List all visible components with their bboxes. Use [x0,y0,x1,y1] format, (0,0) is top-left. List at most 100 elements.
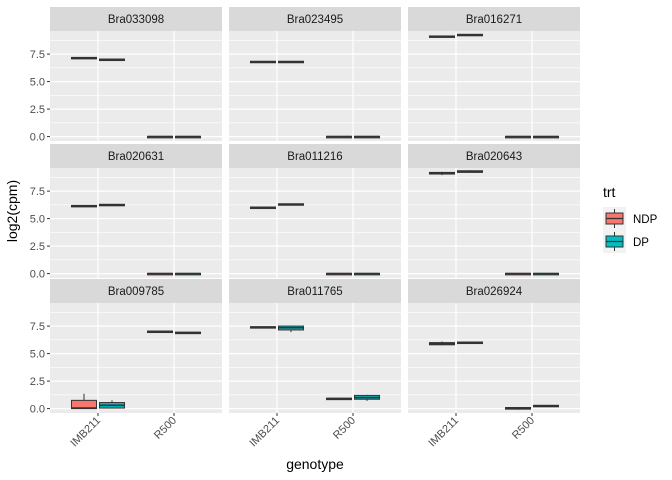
facet-title: Bra033098 [108,14,164,26]
y-tick-label: 2.5 [30,104,45,116]
y-tick-label: 2.5 [30,241,45,253]
y-axis-title: log2(cpm) [4,180,20,242]
facet-panel: Bra033098 [50,7,222,141]
box-R500-DP [354,394,381,401]
facet-panel: Bra009785 [50,279,222,413]
box-IMB211-NDP [428,171,455,176]
box-R500-NDP [505,406,532,410]
box-IMB211-NDP [428,35,455,38]
panel-background [50,31,222,141]
y-tick-label: 0.0 [30,132,45,144]
facet-title: Bra011216 [287,151,342,163]
box-R500-DP [354,135,381,139]
x-axis-title: genotype [286,456,344,472]
facet-panel: Bra011216 [229,144,401,278]
facet-strip [229,7,401,31]
box-R500-NDP [505,272,532,276]
legend-entry-ndp: NDP [603,207,658,230]
box-R500-DP [533,404,560,408]
x-tick-label: IMB211 [247,415,282,450]
y-tick-label: 5.0 [30,214,45,226]
y-axes: 0.0 2.5 5.0 7.5 0.0 2.5 5.0 7.5 0.0 2.5 5.0 7.5 [30,49,50,416]
box-R500-DP [175,135,202,139]
facet-title: Bra009785 [108,286,164,298]
box-R500-DP [175,331,202,335]
box-IMB211-DP [277,203,304,206]
box-IMB211-NDP [249,206,276,210]
facet-strip [408,7,580,31]
x-tick-label: IMB211 [68,415,103,450]
facet-title: Bra011765 [287,286,342,298]
legend-title: trt [603,184,616,200]
facet-title: Bra020631 [108,151,164,163]
facet-strip [408,279,580,303]
box-IMB211-NDP [428,341,455,346]
facet-panel: Bra016271 [408,7,580,141]
legend: trt NDP DP [603,184,658,253]
box-IMB211-DP [277,325,304,333]
panel-background [229,168,401,278]
box-IMB211-DP [456,341,483,345]
box-R500-NDP [326,135,353,139]
facet-strip [229,144,401,168]
box-R500-NDP [147,330,174,334]
box-IMB211-DP [98,400,125,409]
box-IMB211-NDP [249,60,276,64]
box-R500-DP [175,272,202,276]
facet-panel: Bra011765 [229,279,401,413]
y-tick-label: 7.5 [30,49,45,61]
y-tick-label: 7.5 [30,321,45,333]
facet-panels: Bra033098 Bra023495 Bra016271 Bra020631 Bra0… [50,7,580,413]
facet-strip [50,144,222,168]
legend-label: NDP [633,214,658,226]
box-R500-NDP [326,272,353,276]
box-IMB211-DP [98,58,125,62]
y-tick-label: 7.5 [30,186,45,198]
y-tick-label: 2.5 [30,376,45,388]
panel-background [408,303,580,413]
y-tick-label: 5.0 [30,77,45,89]
x-tick-label: R500 [331,415,358,442]
panel-background [229,31,401,141]
box-IMB211-NDP [249,326,276,329]
box-IMB211-DP [456,33,483,37]
box-R500-NDP [147,272,174,276]
facet-panel: Bra026924 [408,279,580,413]
facet-strip [229,279,401,303]
x-tick-label: IMB211 [426,415,461,450]
box-IMB211-NDP [70,393,97,410]
box-IMB211-DP [277,60,304,64]
facet-panel: Bra023495 [229,7,401,141]
box-R500-NDP [505,135,532,139]
facet-strip [408,144,580,168]
box-IMB211-NDP [70,56,97,60]
box-IMB211-DP [98,203,125,207]
x-axes: IMB211 R500 IMB211 R500 IMB211 R500 [68,413,537,449]
facet-strip [50,279,222,303]
box-R500-DP [354,272,381,276]
panel-background [50,303,222,413]
facet-title: Bra020643 [466,151,522,163]
panel-background [408,168,580,278]
box-IMB211-DP [456,170,483,173]
facet-panel: Bra020643 [408,144,580,278]
box-R500-NDP [326,397,353,401]
facet-strip [50,7,222,31]
facet-title: Bra016271 [466,14,522,26]
x-tick-label: R500 [510,415,537,442]
box-R500-DP [533,272,560,276]
y-tick-label: 0.0 [30,404,45,416]
box-R500-DP [533,135,560,139]
y-tick-label: 0.0 [30,269,45,281]
facet-title: Bra023495 [287,14,343,26]
panel-background [408,31,580,141]
box-R500-NDP [147,135,174,139]
y-tick-label: 5.0 [30,349,45,361]
legend-label: DP [633,237,649,249]
x-tick-label: R500 [152,415,179,442]
facet-title: Bra026924 [466,286,523,298]
facet-panel: Bra020631 [50,144,222,278]
panel-background [50,168,222,278]
box-IMB211-NDP [70,204,97,208]
